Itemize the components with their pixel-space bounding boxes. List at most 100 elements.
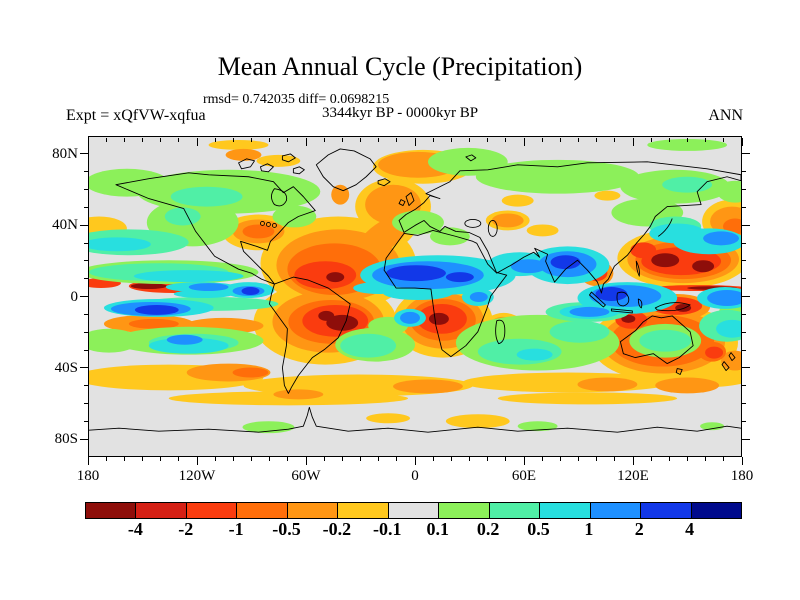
lon-tick-bottom <box>705 457 707 461</box>
lon-tick-bottom <box>378 457 380 461</box>
lon-tick-top <box>469 137 470 142</box>
coast-british-isles <box>398 192 415 207</box>
lat-tick-right <box>742 349 746 351</box>
lat-tick-left <box>84 206 88 208</box>
lon-tick-top <box>614 137 616 142</box>
lon-tick-bottom <box>360 457 361 461</box>
coast-madagascar <box>495 319 506 345</box>
coast-south-america <box>268 276 351 394</box>
coast-hudson-bay <box>270 188 288 207</box>
lon-tick-bottom <box>123 457 125 461</box>
lon-tick-top <box>632 137 634 146</box>
coast-africa <box>383 229 508 358</box>
colorbar-tick-label: -0.5 <box>272 519 301 539</box>
lon-tick-bottom <box>160 457 162 461</box>
colorbar-cell <box>135 503 186 518</box>
stats-line: rmsd= 0.742035 diff= 0.0698215 <box>203 92 390 107</box>
lon-tick-bottom <box>305 457 307 465</box>
experiment-label: Expt = xQfVW-xqfua <box>66 107 206 124</box>
lon-tick-bottom <box>614 457 616 461</box>
lon-tick-bottom <box>505 457 507 461</box>
lat-tick-left <box>80 153 88 155</box>
lon-axis-label: 60E <box>511 468 537 484</box>
lon-tick-top <box>596 137 598 142</box>
colorbar-cell <box>589 503 641 518</box>
lon-tick-top <box>378 137 380 142</box>
lat-tick-right <box>742 438 750 440</box>
lat-tick-right <box>742 189 746 190</box>
anomaly-contours <box>89 138 741 434</box>
lon-tick-top <box>287 137 289 142</box>
lon-tick-top <box>487 137 489 142</box>
lon-tick-top <box>142 137 143 142</box>
lon-tick-top <box>650 137 652 142</box>
coast-greenland <box>315 148 377 192</box>
coast-arctic-islands <box>238 153 477 187</box>
colorbar-tick-label: -2 <box>178 519 194 539</box>
lon-axis-label: 60W <box>291 468 321 484</box>
lat-tick-right <box>742 296 750 297</box>
lon-axis-label: 180 <box>730 468 754 484</box>
coast-antarctica <box>89 406 741 433</box>
lat-axis-label: 40S <box>54 359 78 376</box>
figure-title: Mean Annual Cycle (Precipitation) <box>217 52 583 81</box>
colorbar-tick-label: -0.1 <box>373 519 402 539</box>
lon-tick-top <box>687 137 688 142</box>
lat-tick-right <box>742 313 746 315</box>
lon-tick-top <box>432 137 434 142</box>
lon-tick-bottom <box>232 457 234 461</box>
lat-tick-left <box>84 420 88 422</box>
colorbar-cell <box>286 503 338 518</box>
coast-new-guinea <box>654 302 691 312</box>
coast-australia <box>619 315 694 365</box>
lat-tick-right <box>742 420 746 422</box>
coast-new-zealand <box>721 352 736 371</box>
coast-philippines <box>635 260 640 277</box>
colorbar-tick-label: 1 <box>584 519 594 539</box>
lon-tick-bottom <box>214 457 216 461</box>
lon-tick-bottom <box>469 457 470 461</box>
lat-tick-left <box>84 171 88 173</box>
season-label: ANN <box>708 107 743 124</box>
lon-tick-top <box>160 137 162 142</box>
lon-tick-bottom <box>632 457 634 465</box>
lon-tick-top <box>450 137 452 142</box>
lat-tick-left <box>80 438 88 440</box>
lon-tick-top <box>323 137 325 142</box>
lon-tick-top <box>668 137 670 142</box>
colorbar-cell <box>86 503 136 518</box>
lat-tick-left <box>84 260 88 262</box>
lon-tick-top <box>269 137 271 142</box>
lat-tick-left <box>84 313 88 315</box>
colorbar <box>85 502 742 519</box>
lat-tick-left <box>84 331 88 333</box>
lon-tick-bottom <box>596 457 598 461</box>
colorbar-cell <box>387 503 439 518</box>
coast-caspian <box>487 220 498 237</box>
period-line: 3344kyr BP - 0000kyr BP <box>321 105 479 121</box>
lon-tick-top <box>123 137 125 142</box>
colorbar-tick-label: 0.1 <box>426 519 449 539</box>
lat-tick-right <box>742 224 750 226</box>
lon-tick-top <box>178 137 180 142</box>
lat-tick-right <box>742 242 746 244</box>
lon-tick-bottom <box>741 457 743 465</box>
lon-tick-top <box>505 137 507 142</box>
lon-axis-label: 0 <box>411 468 419 484</box>
lon-tick-bottom <box>541 457 543 461</box>
coast-north-america <box>115 172 316 285</box>
lon-tick-bottom <box>105 457 107 461</box>
lon-tick-bottom <box>196 457 198 465</box>
world-map-svg <box>89 137 741 456</box>
lon-tick-bottom <box>142 457 143 461</box>
lon-tick-top <box>196 137 198 146</box>
lon-tick-bottom <box>432 457 434 461</box>
lon-tick-top <box>396 137 398 142</box>
lon-tick-bottom <box>323 457 325 461</box>
colorbar-cell <box>438 503 489 518</box>
lat-tick-left <box>84 349 88 351</box>
lat-tick-right <box>742 278 746 280</box>
lon-tick-top <box>523 137 525 146</box>
lat-tick-right <box>742 206 746 208</box>
